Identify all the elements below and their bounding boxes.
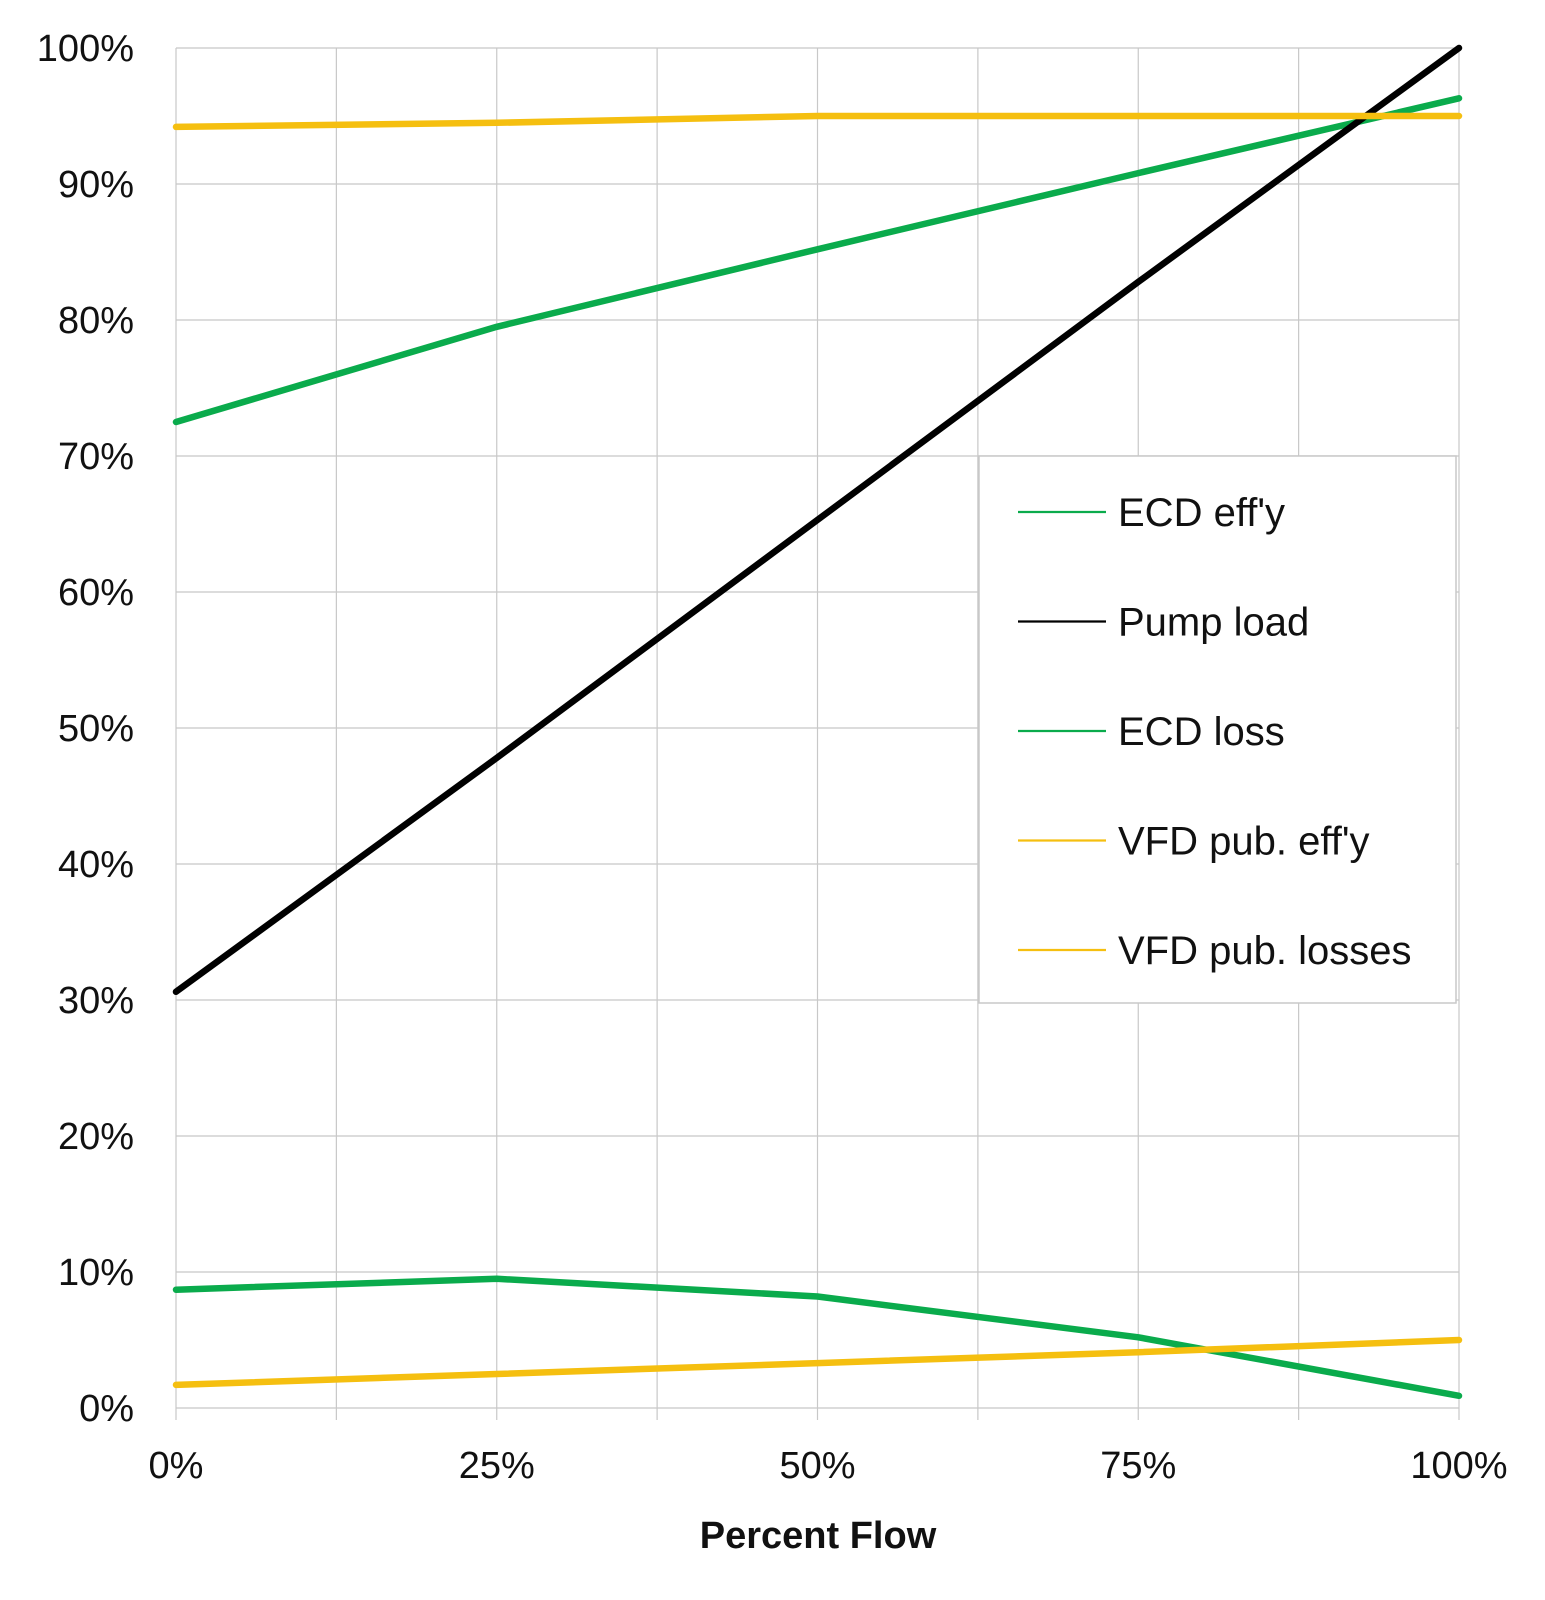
series-line-0 [172, 95, 1463, 426]
y-tick-label: 10% [58, 1252, 134, 1294]
y-tick-label: 30% [58, 980, 134, 1022]
series-line-1 [172, 44, 1463, 996]
legend-label: VFD pub. losses [1118, 929, 1411, 973]
x-tick-label: 50% [779, 1445, 855, 1487]
x-tick-label: 75% [1100, 1445, 1176, 1487]
legend-box [978, 455, 1457, 1004]
y-tick-label: 100% [37, 28, 134, 70]
legend-label: ECD loss [1118, 710, 1285, 754]
x-axis-title: Percent Flow [700, 1515, 937, 1557]
series-lines [172, 44, 1463, 1400]
gridlines [175, 47, 1460, 1420]
legend-label: VFD pub. eff'y [1118, 820, 1369, 864]
y-tick-label: 50% [58, 708, 134, 750]
legend-label: Pump load [1118, 601, 1309, 645]
y-tick-label: 90% [58, 164, 134, 206]
legend: ECD eff'y Pump load ECD loss VFD pub. eff'y… [978, 455, 1457, 1004]
x-tick-label: 0% [149, 1445, 204, 1487]
y-tick-label: 0% [79, 1388, 134, 1430]
x-tick-label: 25% [459, 1445, 535, 1487]
x-tick-label: 100% [1410, 1445, 1507, 1487]
y-tick-label: 80% [58, 300, 134, 342]
series-line-4 [172, 1336, 1463, 1389]
x-axis-tick-labels: 0% 25% 50% 75% 100% [149, 1445, 1508, 1487]
y-tick-label: 40% [58, 844, 134, 886]
series-line-2 [172, 1275, 1463, 1400]
y-tick-label: 60% [58, 572, 134, 614]
series-line-3 [172, 112, 1463, 131]
y-axis-tick-labels: 0% 10% 20% 30% 40% 50% 60% 70% 80% 90% 100% [37, 28, 134, 1430]
legend-label: ECD eff'y [1118, 491, 1285, 535]
y-tick-label: 20% [58, 1116, 134, 1158]
y-tick-label: 70% [58, 436, 134, 478]
